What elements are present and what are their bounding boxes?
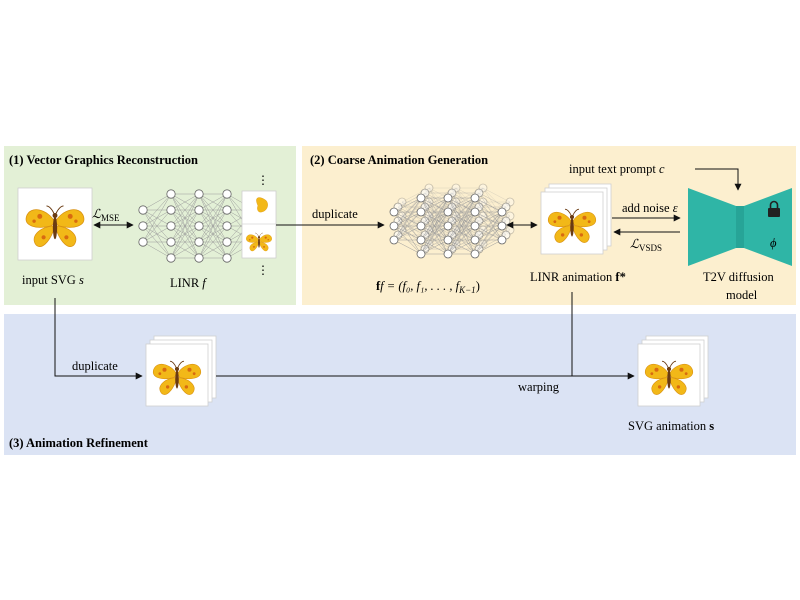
linr-animation-image	[540, 183, 612, 255]
nn-node	[416, 235, 426, 245]
nn-node	[443, 207, 453, 217]
duplicated-svg-image	[145, 335, 217, 407]
neural-network-layer	[389, 193, 507, 259]
nn-node	[166, 189, 176, 199]
nn-node	[194, 205, 204, 215]
linr-frames-column	[241, 190, 277, 259]
nn-node	[470, 193, 480, 203]
input-text-prompt-label: input text prompt c	[569, 162, 665, 176]
nn-node	[222, 221, 232, 231]
nn-node	[166, 221, 176, 231]
t2v-label-line2: model	[726, 288, 758, 302]
nn-node	[443, 235, 453, 245]
nn-node	[416, 221, 426, 231]
svg-animation-label: SVG animation s	[628, 419, 714, 433]
phi-label: ϕ	[770, 236, 777, 250]
f-formula: ff = (f₀, f₁, . . . , fK−1)	[376, 279, 480, 295]
nn-node	[138, 221, 148, 231]
nn-node	[194, 189, 204, 199]
nn-node	[497, 207, 507, 217]
nn-node	[470, 235, 480, 245]
nn-node	[443, 249, 453, 259]
nn-node	[194, 237, 204, 247]
svg-animation-image	[637, 335, 709, 407]
linr-label: LINR f	[170, 276, 207, 290]
neural-network-icon	[389, 183, 515, 259]
nn-node	[138, 205, 148, 215]
nn-node	[443, 193, 453, 203]
nn-node	[389, 207, 399, 217]
lock-icon	[768, 200, 780, 217]
nn-node	[389, 235, 399, 245]
input-svg-image	[17, 187, 93, 261]
nn-node	[470, 221, 480, 231]
nn-node	[222, 237, 232, 247]
nn-node	[222, 253, 232, 263]
nn-node	[416, 207, 426, 217]
nn-node	[470, 207, 480, 217]
nn-node	[416, 193, 426, 203]
nn-node	[470, 249, 480, 259]
nn-node	[166, 205, 176, 215]
section-coarse-title: (2) Coarse Animation Generation	[310, 153, 488, 167]
nn-node	[416, 249, 426, 259]
nn-node	[166, 237, 176, 247]
section-reconstruction-title: (1) Vector Graphics Reconstruction	[9, 153, 198, 167]
nn-node	[497, 221, 507, 231]
nn-node	[389, 221, 399, 231]
t2v-label-line1: T2V diffusion	[703, 270, 774, 284]
nn-node	[194, 253, 204, 263]
section-refinement-title: (3) Animation Refinement	[9, 436, 149, 450]
nn-node	[138, 237, 148, 247]
nn-node	[222, 205, 232, 215]
nn-node	[194, 221, 204, 231]
linr-animation-label: LINR animation f*	[530, 270, 626, 284]
t2v-diffusion-model	[688, 188, 792, 266]
frames-dots-bottom: ⋮	[257, 263, 269, 277]
nn-node	[222, 189, 232, 199]
neural-network-icon	[138, 189, 260, 263]
duplicate-label-top: duplicate	[312, 207, 358, 221]
frames-dots-top: ⋮	[257, 173, 269, 187]
loss-vsds-label: ℒVSDS	[630, 237, 662, 253]
add-noise-label: add noise ε	[622, 201, 678, 215]
nn-node	[497, 235, 507, 245]
duplicate-arrow-bottom	[54, 298, 143, 380]
input-svg-label: input SVG s	[22, 273, 84, 287]
warping-label: warping	[518, 380, 560, 394]
duplicate-label-bottom: duplicate	[72, 359, 118, 373]
loss-mse-label: ℒMSE	[92, 207, 120, 223]
nn-node	[443, 221, 453, 231]
text-prompt-arrow	[695, 168, 742, 191]
nn-node	[166, 253, 176, 263]
